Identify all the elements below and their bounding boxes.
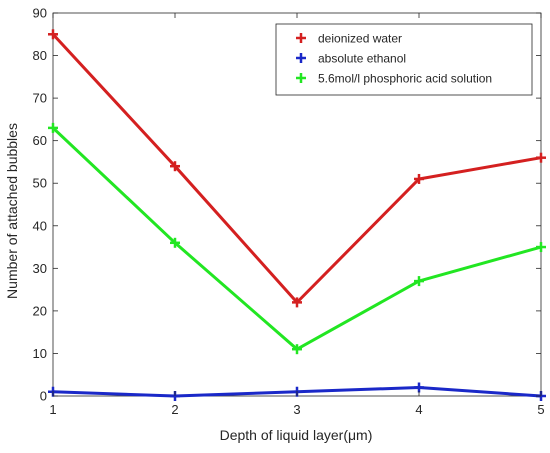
x-tick-label: 1 xyxy=(49,402,56,417)
x-tick-label: 2 xyxy=(171,402,178,417)
series-1 xyxy=(48,29,546,308)
data-point-marker xyxy=(414,276,424,287)
data-point-marker xyxy=(536,242,546,253)
legend-label: 5.6mol/l phosphoric acid solution xyxy=(318,72,492,86)
data-point-marker xyxy=(292,297,302,308)
y-tick-label: 40 xyxy=(33,218,47,233)
data-point-marker xyxy=(48,122,58,133)
x-axis-label: Depth of liquid layer(μm) xyxy=(220,427,373,443)
y-tick-label: 90 xyxy=(33,6,47,21)
y-tick-label: 60 xyxy=(33,133,47,148)
y-tick-label: 10 xyxy=(33,346,47,361)
y-tick-label: 50 xyxy=(33,176,47,191)
legend-box xyxy=(275,23,533,96)
y-tick-label: 80 xyxy=(33,48,47,63)
data-point-marker xyxy=(170,237,180,248)
x-tick-label: 4 xyxy=(415,402,422,417)
y-axis-label: Number of attached bubbles xyxy=(4,123,20,299)
x-tick-label: 5 xyxy=(537,402,544,417)
data-point-marker xyxy=(48,29,58,40)
legend-label: absolute ethanol xyxy=(318,52,406,66)
data-point-marker xyxy=(414,382,424,393)
data-point-marker xyxy=(414,173,424,184)
legend-entry: absolute ethanol xyxy=(296,52,406,66)
y-tick-label: 0 xyxy=(40,389,47,404)
series-3 xyxy=(48,122,546,355)
legend-label: deionized water xyxy=(318,32,402,46)
y-tick-label: 70 xyxy=(33,91,47,106)
data-point-marker xyxy=(170,161,180,172)
legend-entry: 5.6mol/l phosphoric acid solution xyxy=(296,72,492,86)
data-point-marker xyxy=(536,152,546,163)
legend-entry: deionized water xyxy=(296,32,402,46)
y-tick-label: 30 xyxy=(33,261,47,276)
y-tick-label: 20 xyxy=(33,303,47,318)
x-tick-label: 3 xyxy=(293,402,300,417)
data-point-marker xyxy=(292,344,302,355)
series-group xyxy=(48,29,546,401)
legend: deionized water absolute ethanol 5.6mol/l … xyxy=(275,23,533,96)
